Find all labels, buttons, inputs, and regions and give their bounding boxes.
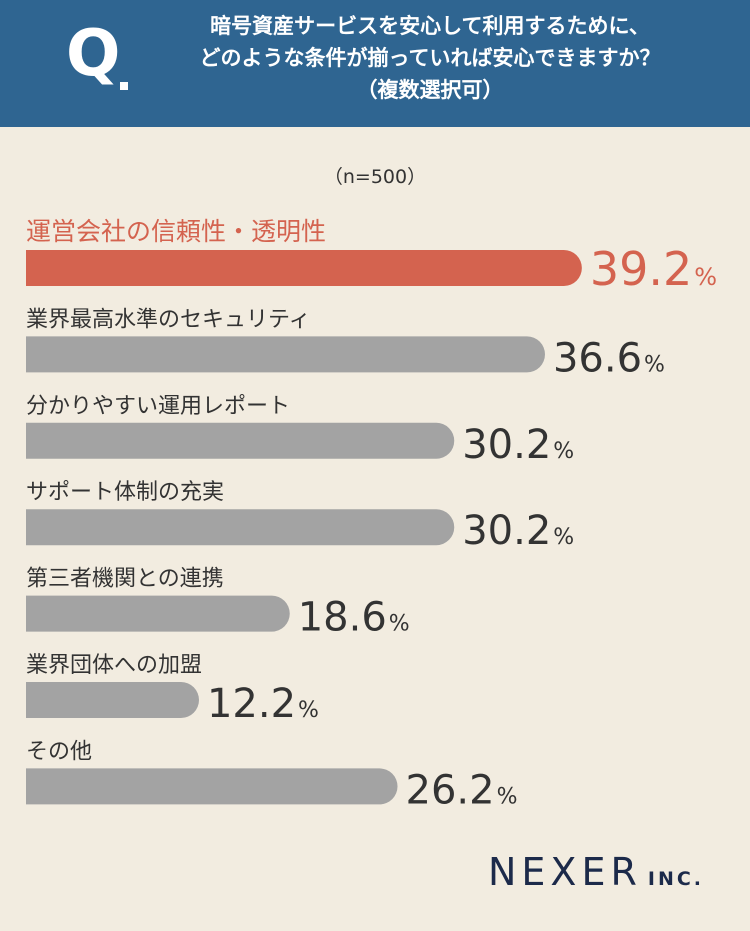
category-label: 業界最高水準のセキュリティ <box>26 307 311 332</box>
question-line-2: どのような条件が揃っていれば安心できますか？ <box>199 46 661 70</box>
category-label: サポート体制の充実 <box>26 480 224 505</box>
value-label: 30.2% <box>462 508 574 554</box>
bar <box>26 250 582 286</box>
bar <box>26 336 545 373</box>
value-number: 30.2 <box>462 508 551 554</box>
question-line-3: （複数選択可） <box>356 78 504 102</box>
value-number: 26.2 <box>406 767 495 813</box>
value-label: 36.6% <box>553 335 665 381</box>
category-label: 業界団体への加盟 <box>26 653 202 678</box>
value-number: 39.2 <box>590 242 692 296</box>
bar <box>26 595 290 632</box>
value-label: 18.6% <box>298 595 410 641</box>
bar <box>26 422 455 459</box>
nexer-logo: NEXER INC. <box>488 850 704 894</box>
value-unit: % <box>553 525 574 550</box>
logo-suffix: INC. <box>647 868 705 890</box>
question-header: Q 暗号資産サービスを安心して利用するために、 どのような条件が揃っていれば安心… <box>0 0 750 127</box>
sample-size: （n=500） <box>323 166 427 188</box>
value-unit: % <box>553 439 574 464</box>
value-unit: % <box>497 784 518 809</box>
value-unit: % <box>298 698 319 723</box>
value-label: 39.2% <box>590 242 717 296</box>
bar <box>26 509 455 546</box>
category-label: 第三者機関との連携 <box>26 567 224 592</box>
value-number: 30.2 <box>462 422 551 468</box>
value-label: 12.2% <box>207 681 319 727</box>
logo-name: NEXER <box>488 850 642 894</box>
q-dot <box>120 82 128 90</box>
question-line-1: 暗号資産サービスを安心して利用するために、 <box>210 14 650 38</box>
q-mark: Q <box>66 17 121 91</box>
value-unit: % <box>389 612 410 637</box>
category-label: 運営会社の信頼性・透明性 <box>26 217 326 246</box>
bar <box>26 682 199 718</box>
question-text: 暗号資産サービスを安心して利用するために、 どのような条件が揃っていれば安心でき… <box>150 10 710 106</box>
value-unit: % <box>694 263 717 291</box>
value-number: 36.6 <box>553 335 642 381</box>
value-number: 12.2 <box>207 681 296 727</box>
value-label: 30.2% <box>462 422 574 468</box>
value-unit: % <box>644 352 665 377</box>
category-label: その他 <box>26 739 92 764</box>
value-label: 26.2% <box>406 767 518 813</box>
bar <box>26 768 398 805</box>
value-number: 18.6 <box>298 595 387 641</box>
category-label: 分かりやすい運用レポート <box>26 394 290 419</box>
